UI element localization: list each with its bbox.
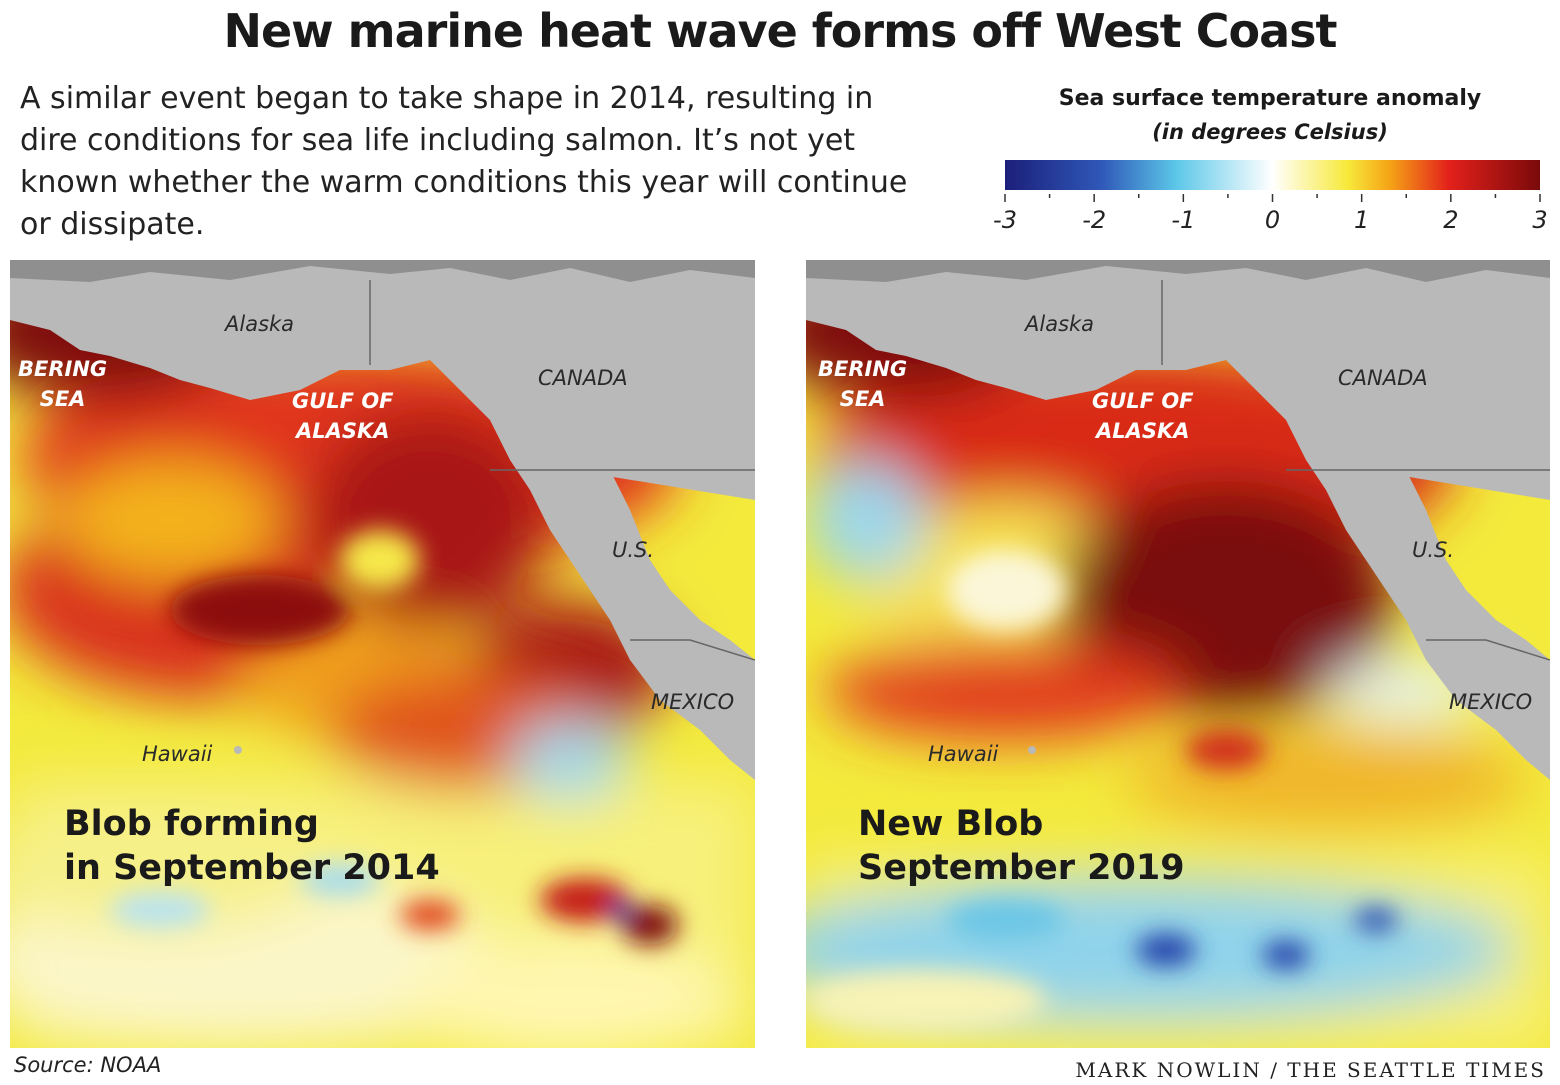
hawaii-island xyxy=(234,746,242,754)
arctic-land xyxy=(806,260,1550,282)
map-2019-heatmap xyxy=(806,260,1550,1048)
label-hawaii: Hawaii xyxy=(928,742,999,766)
land-north-america xyxy=(430,360,755,780)
label-gulf-of-alaska: GULF OF ALASKA xyxy=(292,389,394,443)
map-2014-heatmap xyxy=(10,260,755,1048)
label-hawaii: Hawaii xyxy=(142,742,213,766)
label-alaska: Alaska xyxy=(225,312,295,336)
label-canada: CANADA xyxy=(538,366,628,390)
legend-tick-label: 0 xyxy=(1265,206,1280,234)
legend-tick-label: 1 xyxy=(1354,206,1369,234)
land-north-america xyxy=(1226,360,1550,780)
label-gulf-of-alaska: GULF OF ALASKA xyxy=(1092,389,1194,443)
dek-text: A similar event began to take shape in 2… xyxy=(20,81,908,242)
label-us: U.S. xyxy=(612,538,655,562)
legend-subtitle: (in degrees Celsius) xyxy=(1152,120,1388,144)
border-us-mexico xyxy=(630,639,755,661)
label-bering-sea: BERING SEA xyxy=(18,357,108,411)
label-bering-sea: BERING SEA xyxy=(818,357,908,411)
map-caption: Blob forming in September 2014 xyxy=(64,804,440,888)
source-note: Source: NOAA xyxy=(14,1053,162,1077)
label-mexico: MEXICO xyxy=(651,690,735,714)
credit-line: MARK NOWLIN / THE SEATTLE TIMES xyxy=(1075,1058,1546,1082)
color-legend: Sea surface temperature anomaly (in degr… xyxy=(985,86,1555,246)
legend-tick-label: 3 xyxy=(1532,206,1547,234)
map-2014: Alaska CANADA U.S. MEXICO Hawaii BERING … xyxy=(10,260,755,1048)
legend-tick-label: -2 xyxy=(1082,206,1106,234)
legend-tick-label: -3 xyxy=(993,206,1017,234)
label-canada: CANADA xyxy=(1338,366,1428,390)
label-alaska: Alaska xyxy=(1025,312,1095,336)
legend-tick-label: 2 xyxy=(1443,206,1458,234)
legend-scale: -3 -2 -1 0 1 2 3 xyxy=(993,160,1548,234)
legend-gradient-bar xyxy=(1005,160,1540,190)
border-us-mexico xyxy=(1426,639,1550,661)
legend-tick-label: -1 xyxy=(1171,206,1195,234)
hawaii-island xyxy=(1028,746,1036,754)
headline: New marine heat wave forms off West Coas… xyxy=(223,4,1337,58)
label-mexico: MEXICO xyxy=(1449,690,1533,714)
map-2019: Alaska CANADA U.S. MEXICO Hawaii BERING … xyxy=(806,260,1550,1048)
arctic-land xyxy=(10,260,755,282)
map-caption: New Blob September 2019 xyxy=(858,804,1185,888)
legend-title: Sea surface temperature anomaly xyxy=(1058,86,1482,111)
label-us: U.S. xyxy=(1412,538,1455,562)
